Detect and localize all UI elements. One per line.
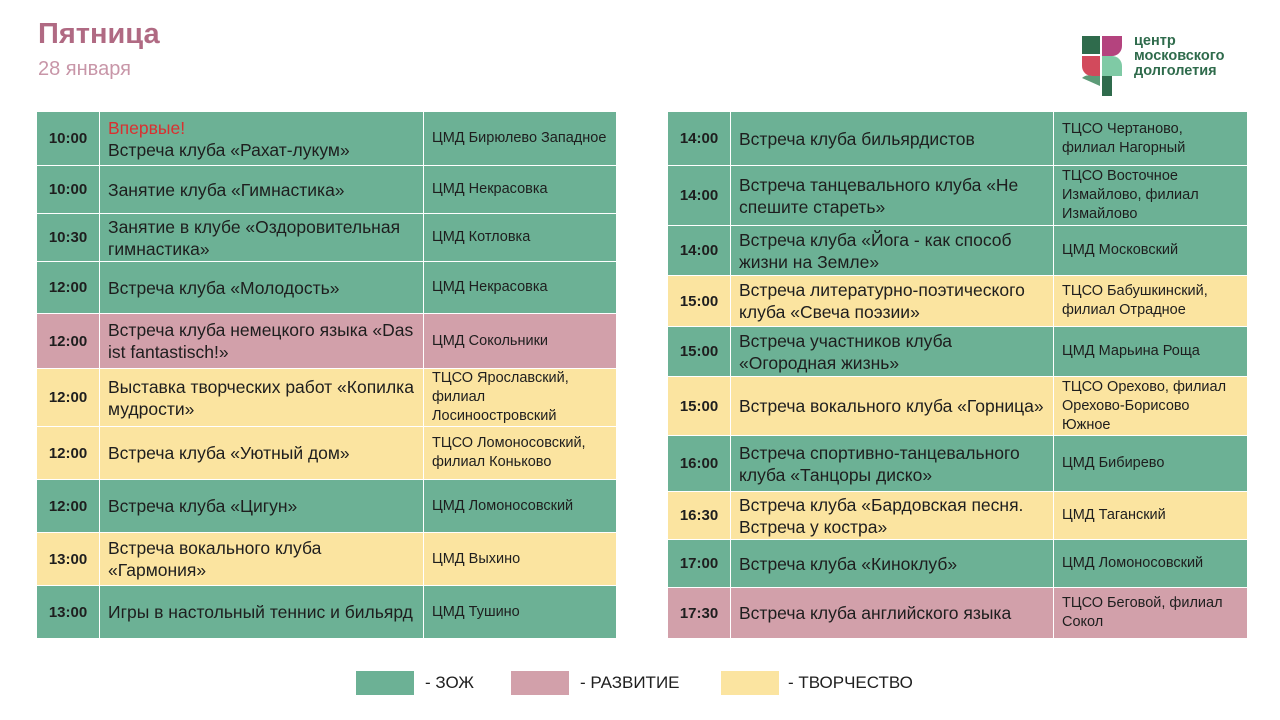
new-badge: Впервые!	[108, 117, 186, 138]
event-place: ТЦСО Чертаново, филиал Нагорный	[1053, 111, 1248, 166]
event-place: ЦМД Выхино	[423, 532, 617, 586]
schedule-row: 10:30 Занятие в клубе «Оздоровительная г…	[36, 213, 617, 262]
event-time: 12:00	[36, 368, 100, 427]
event-time: 16:30	[667, 491, 731, 540]
event-title: Встреча танцевального клуба «Не спешите …	[730, 165, 1054, 226]
event-place: ЦМД Тушино	[423, 585, 617, 639]
event-title: Встреча клуба «Молодость»	[99, 261, 424, 314]
event-time: 13:00	[36, 532, 100, 586]
event-title: Занятие в клубе «Оздоровительная гимнаст…	[99, 213, 424, 262]
event-place: ТЦСО Бабушкинский, филиал Отрадное	[1053, 275, 1248, 327]
event-place: ЦМД Некрасовка	[423, 165, 617, 214]
schedule-row: 12:00 Встреча клуба немецкого языка «Das…	[36, 313, 617, 369]
schedule-row: 12:00 Встреча клуба «Молодость» ЦМД Некр…	[36, 261, 617, 314]
event-place: ЦМД Ломоносовский	[423, 479, 617, 533]
schedule-row: 15:00 Встреча вокального клуба «Горница»…	[667, 376, 1248, 436]
event-title: Встреча участников клуба «Огородная жизн…	[730, 326, 1054, 377]
event-place: ЦМД Марьина Роща	[1053, 326, 1248, 377]
schedule-row: 14:00 Встреча клуба бильярдистов ТЦСО Че…	[667, 111, 1248, 166]
event-title: Встреча вокального клуба «Гармония»	[99, 532, 424, 586]
event-time: 10:00	[36, 165, 100, 214]
event-time: 16:00	[667, 435, 731, 492]
event-time: 10:30	[36, 213, 100, 262]
schedule-row: 10:00 Впервые! Встреча клуба «Рахат-луку…	[36, 111, 617, 166]
event-time: 10:00	[36, 111, 100, 166]
event-time: 12:00	[36, 313, 100, 369]
event-place: ЦМД Котловка	[423, 213, 617, 262]
schedule-row: 15:00 Встреча литературно-поэтического к…	[667, 275, 1248, 327]
event-title: Встреча клуба «Бардовская песня. Встреча…	[730, 491, 1054, 540]
legend-label-razv: - РАЗВИТИЕ	[580, 673, 680, 692]
event-time: 15:00	[667, 326, 731, 377]
event-title: Встреча спортивно-танцевального клуба «Т…	[730, 435, 1054, 492]
event-time: 12:00	[36, 261, 100, 314]
event-title: Встреча клуба «Уютный дом»	[99, 426, 424, 480]
schedule-row: 13:00 Встреча вокального клуба «Гармония…	[36, 532, 617, 586]
schedule-table-right: 14:00 Встреча клуба бильярдистов ТЦСО Че…	[667, 111, 1248, 639]
legend-label-zozh: - ЗОЖ	[425, 673, 475, 692]
logo-text: центр московского долголетия	[1134, 34, 1224, 79]
logo-line-3: долголетия	[1134, 63, 1217, 79]
legend-swatch-razv	[511, 671, 569, 695]
event-title: Встреча клуба «Киноклуб»	[730, 539, 1054, 588]
event-title: Выставка творческих работ «Копилка мудро…	[99, 368, 424, 427]
event-time: 12:00	[36, 426, 100, 480]
schedule-table-left: 10:00 Впервые! Встреча клуба «Рахат-луку…	[36, 111, 617, 639]
event-time: 15:00	[667, 275, 731, 327]
event-title: Встреча клуба «Рахат-лукум»	[108, 139, 350, 160]
event-place: ТЦСО Восточное Измайлово, филиал Измайло…	[1053, 165, 1248, 226]
legend-label-tvor: - ТВОРЧЕСТВО	[788, 673, 913, 692]
event-time: 14:00	[667, 111, 731, 166]
event-title: Встреча клуба «Цигун»	[99, 479, 424, 533]
event-title: Встреча клуба бильярдистов	[730, 111, 1054, 166]
schedule-row: 14:00 Встреча клуба «Йога - как способ ж…	[667, 225, 1248, 276]
date-subtitle: 28 января	[38, 58, 131, 80]
legend-swatch-zozh	[356, 671, 414, 695]
event-place: ЦМД Таганский	[1053, 491, 1248, 540]
logo-line-1: центр	[1134, 33, 1176, 49]
event-time: 17:30	[667, 587, 731, 639]
schedule-row: 15:00 Встреча участников клуба «Огородна…	[667, 326, 1248, 377]
event-place: ЦМД Ломоносовский	[1053, 539, 1248, 588]
event-title: Встреча литературно-поэтического клуба «…	[730, 275, 1054, 327]
schedule-row: 14:00 Встреча танцевального клуба «Не сп…	[667, 165, 1248, 226]
event-place: ЦМД Сокольники	[423, 313, 617, 369]
event-place: ЦМД Бибирево	[1053, 435, 1248, 492]
page-title: Пятница	[38, 18, 160, 50]
event-title: Встреча клуба английского языка	[730, 587, 1054, 639]
schedule-row: 12:00 Выставка творческих работ «Копилка…	[36, 368, 617, 427]
event-title-cell: Впервые! Встреча клуба «Рахат-лукум»	[99, 111, 424, 166]
event-time: 14:00	[667, 225, 731, 276]
event-place: ТЦСО Орехово, филиал Орехово-Борисово Юж…	[1053, 376, 1248, 436]
logo-line-2: московского	[1134, 48, 1225, 64]
schedule-row: 17:30 Встреча клуба английского языка ТЦ…	[667, 587, 1248, 639]
legend-swatch-tvor	[721, 671, 779, 695]
event-time: 14:00	[667, 165, 731, 226]
event-title: Встреча вокального клуба «Горница»	[730, 376, 1054, 436]
event-title: Встреча клуба немецкого языка «Das ist f…	[99, 313, 424, 369]
event-place: ТЦСО Беговой, филиал Сокол	[1053, 587, 1248, 639]
event-time: 15:00	[667, 376, 731, 436]
event-place: ЦМД Московский	[1053, 225, 1248, 276]
schedule-row: 16:30 Встреча клуба «Бардовская песня. В…	[667, 491, 1248, 540]
event-time: 17:00	[667, 539, 731, 588]
event-title: Занятие клуба «Гимнастика»	[99, 165, 424, 214]
schedule-row: 16:00 Встреча спортивно-танцевального кл…	[667, 435, 1248, 492]
schedule-row: 10:00 Занятие клуба «Гимнастика» ЦМД Нек…	[36, 165, 617, 214]
event-time: 13:00	[36, 585, 100, 639]
event-time: 12:00	[36, 479, 100, 533]
schedule-row: 17:00 Встреча клуба «Киноклуб» ЦМД Ломон…	[667, 539, 1248, 588]
event-place: ЦМД Бирюлево Западное	[423, 111, 617, 166]
event-place: ЦМД Некрасовка	[423, 261, 617, 314]
schedule-row: 12:00 Встреча клуба «Цигун» ЦМД Ломоносо…	[36, 479, 617, 533]
event-title: Встреча клуба «Йога - как способ жизни н…	[730, 225, 1054, 276]
event-place: ТЦСО Ломоносовский, филиал Коньково	[423, 426, 617, 480]
event-title: Игры в настольный теннис и бильярд	[99, 585, 424, 639]
schedule-row: 12:00 Встреча клуба «Уютный дом» ТЦСО Ло…	[36, 426, 617, 480]
schedule-row: 13:00 Игры в настольный теннис и бильярд…	[36, 585, 617, 639]
event-place: ТЦСО Ярославский, филиал Лосиноостровски…	[423, 368, 617, 427]
logo: центр московского долголетия	[1080, 34, 1250, 98]
logo-icon	[1082, 36, 1122, 96]
